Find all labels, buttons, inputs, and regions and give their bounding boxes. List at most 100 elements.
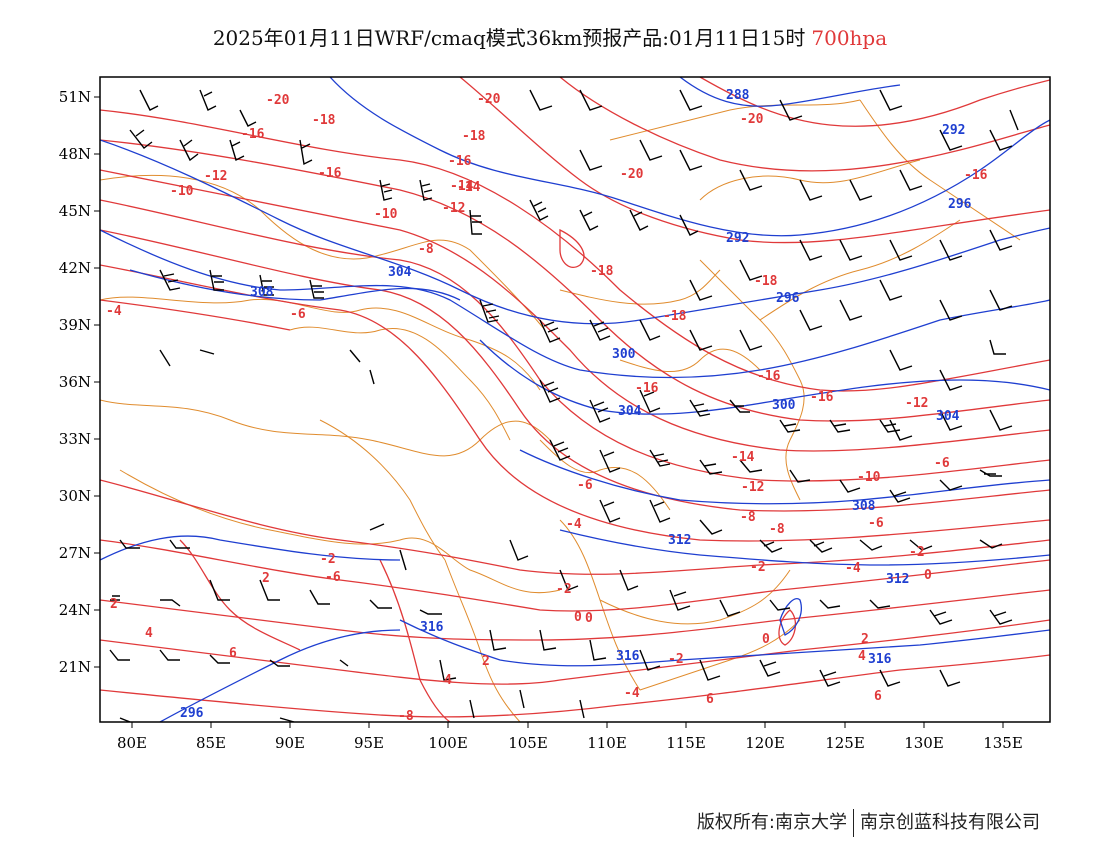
- lon-label: 95E: [354, 734, 384, 752]
- temp-label: -2: [909, 545, 925, 560]
- lat-label: 21N: [59, 658, 91, 676]
- temp-label: -12: [741, 480, 764, 495]
- temp-label: -14: [457, 180, 481, 195]
- temp-label: -12: [442, 201, 465, 216]
- temp-label: 2: [482, 654, 490, 669]
- lat-label: 30N: [59, 487, 91, 505]
- height-label: 292: [726, 231, 749, 246]
- plot-frame: [99, 76, 1051, 723]
- lat-label: 27N: [59, 544, 91, 562]
- height-label: 304: [936, 409, 960, 424]
- lon-label: 105E: [508, 734, 548, 752]
- lat-label: 33N: [59, 430, 91, 448]
- height-label: 316: [868, 652, 892, 667]
- temp-label: -16: [757, 369, 781, 384]
- lon-label: 90E: [275, 734, 305, 752]
- lat-label: 42N: [59, 259, 91, 277]
- height-label: 312: [668, 533, 691, 548]
- temp-label: 2: [110, 597, 118, 612]
- height-label: 288: [726, 88, 750, 103]
- temp-label: -14: [731, 450, 755, 465]
- temp-label: 2: [262, 571, 270, 586]
- lon-label: 135E: [983, 734, 1023, 752]
- temp-label: 4: [858, 649, 866, 664]
- temp-label: -8: [740, 510, 756, 525]
- temp-label: -18: [754, 274, 778, 289]
- temp-label: -16: [964, 168, 988, 183]
- title-level: 700hpa: [811, 26, 888, 50]
- lon-label: 80E: [117, 734, 147, 752]
- height-labels: 288 292 296 292 296 300 304 308 304 300 …: [180, 88, 972, 721]
- temp-label: -4: [566, 517, 582, 532]
- plot-area: [100, 77, 1050, 722]
- temp-label: 0: [574, 610, 582, 625]
- temp-label: 4: [145, 626, 153, 641]
- temp-label: 0: [585, 611, 593, 626]
- lat-axis: 51N 48N 45N 42N 39N 36N 33N 30N 27N 24N …: [59, 88, 100, 676]
- temp-label: -6: [325, 570, 341, 585]
- title-main: 2025年01月11日WRF/cmaq模式36km预报产品:01月11日15时: [212, 26, 806, 50]
- copyright-left: 版权所有:南京大学: [696, 812, 847, 833]
- lat-label: 24N: [59, 601, 91, 619]
- copyright-footer: 版权所有:南京大学 南京创蓝科技有限公司: [600, 808, 1040, 837]
- lat-label: 45N: [59, 202, 91, 220]
- height-label: 292: [942, 123, 965, 138]
- lat-label: 48N: [59, 145, 91, 163]
- temp-label: -6: [290, 307, 306, 322]
- temp-label: -12: [905, 396, 928, 411]
- lon-label: 85E: [196, 734, 226, 752]
- temp-label: 4: [444, 673, 452, 688]
- temp-label: -18: [462, 129, 486, 144]
- temp-label: -6: [934, 456, 950, 471]
- temp-label: -2: [556, 582, 572, 597]
- temp-label: -8: [398, 709, 414, 724]
- temp-label: -16: [635, 381, 659, 396]
- lon-label: 125E: [825, 734, 865, 752]
- height-label: 308: [852, 499, 876, 514]
- temp-label: -20: [477, 92, 501, 107]
- map-title: 2025年01月11日WRF/cmaq模式36km预报产品:01月11日15时 7…: [0, 22, 1100, 51]
- temp-label: -18: [590, 264, 614, 279]
- temp-label: -6: [577, 478, 593, 493]
- temp-label: -20: [740, 112, 764, 127]
- lon-label: 120E: [745, 734, 785, 752]
- height-label: 296: [180, 706, 204, 721]
- temp-label: -6: [868, 516, 884, 531]
- temp-label: -10: [857, 470, 881, 485]
- lon-label: 115E: [666, 734, 706, 752]
- temp-label: -16: [810, 390, 834, 405]
- copyright-right: 南京创蓝科技有限公司: [860, 812, 1040, 833]
- height-label: 316: [420, 620, 444, 635]
- height-label: 300: [612, 347, 636, 362]
- temp-label: -8: [418, 242, 434, 257]
- height-label: 308: [250, 285, 274, 300]
- temp-label: -12: [204, 169, 227, 184]
- temp-label: 6: [874, 689, 882, 704]
- height-label: 296: [776, 291, 800, 306]
- temp-label: -10: [170, 184, 194, 199]
- temp-label: -16: [318, 166, 342, 181]
- temp-label: 6: [229, 646, 237, 661]
- temp-label: -10: [374, 207, 398, 222]
- height-label: 316: [616, 649, 640, 664]
- footer-divider: [853, 809, 854, 837]
- height-label: 304: [388, 265, 412, 280]
- temp-label: -20: [266, 93, 290, 108]
- lat-label: 36N: [59, 373, 91, 391]
- temp-label: -4: [845, 561, 861, 576]
- boundary-lines: [100, 99, 1021, 722]
- lon-label: 130E: [904, 734, 944, 752]
- temp-label: -2: [320, 552, 336, 567]
- temp-label: 0: [924, 568, 932, 583]
- temperature-contours: [100, 77, 1050, 722]
- temp-label: -4: [106, 304, 122, 319]
- temp-label: -18: [663, 309, 687, 324]
- lon-label: 110E: [587, 734, 627, 752]
- height-label: 304: [618, 404, 642, 419]
- height-label: 300: [772, 398, 796, 413]
- temp-label: -16: [241, 127, 265, 142]
- height-contours: [100, 77, 1050, 722]
- temp-label: -20: [620, 167, 644, 182]
- lon-axis: 80E 85E 90E 95E 100E 105E 110E 115E 120E…: [117, 722, 1023, 752]
